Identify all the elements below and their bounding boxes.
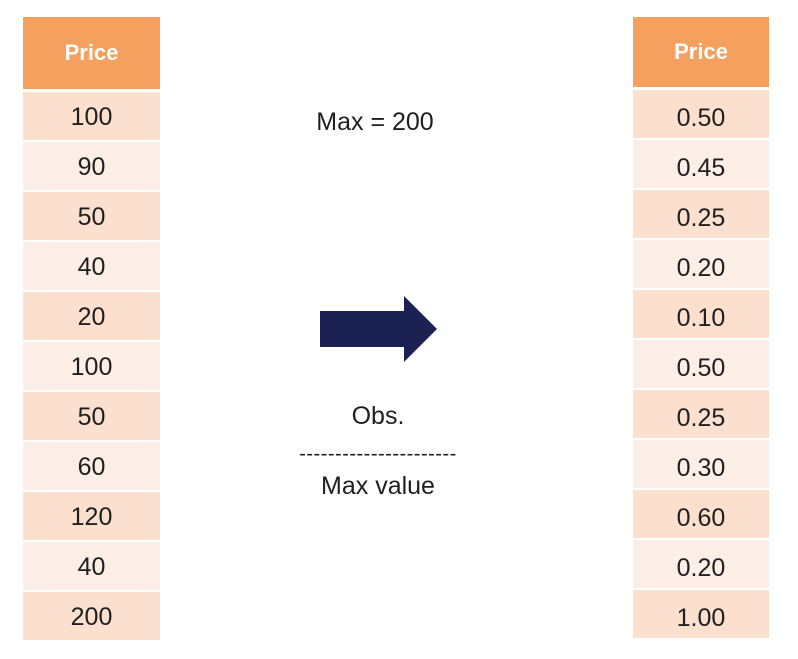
original-price-cell: 100 [23, 92, 160, 142]
formula-divider: ---------------------- [299, 443, 457, 465]
formula-numerator: Obs. [351, 402, 405, 430]
normalized-price-cell: 1.00 [633, 590, 769, 640]
original-price-cell: 100 [23, 342, 160, 392]
original-price-cell: 90 [23, 142, 160, 192]
normalized-price-cell: 0.45 [633, 140, 769, 190]
normalized-price-cell: 0.50 [633, 340, 769, 390]
normalized-price-cell: 0.20 [633, 540, 769, 590]
normalized-price-cell: 0.30 [633, 440, 769, 490]
normalization-formula: Obs. ---------------------- Max value [270, 402, 486, 501]
arrow-polygon [320, 296, 437, 362]
original-price-cell: 50 [23, 192, 160, 242]
original-price-cell: 60 [23, 442, 160, 492]
normalized-price-cell: 0.25 [633, 190, 769, 240]
normalized-price-cell: 0.10 [633, 290, 769, 340]
original-price-cell: 200 [23, 592, 160, 642]
normalized-price-table: Price 0.50 0.45 0.25 0.20 0.10 0.50 0.25… [633, 17, 769, 640]
normalized-price-cell: 0.25 [633, 390, 769, 440]
original-price-cell: 40 [23, 242, 160, 292]
original-price-cell: 20 [23, 292, 160, 342]
normalized-price-cell: 0.20 [633, 240, 769, 290]
normalized-price-header: Price [633, 17, 769, 90]
normalized-price-cell: 0.60 [633, 490, 769, 540]
right-arrow-shape [320, 296, 437, 362]
original-price-cell: 120 [23, 492, 160, 542]
formula-denominator: Max value [321, 472, 435, 500]
normalized-price-cell: 0.50 [633, 90, 769, 140]
right-arrow-icon [318, 294, 438, 369]
original-price-cell: 40 [23, 542, 160, 592]
original-price-header: Price [23, 17, 160, 92]
max-value-label: Max = 200 [316, 108, 434, 136]
original-price-table: Price 100 90 50 40 20 100 50 60 120 40 2… [23, 17, 160, 642]
original-price-cell: 50 [23, 392, 160, 442]
